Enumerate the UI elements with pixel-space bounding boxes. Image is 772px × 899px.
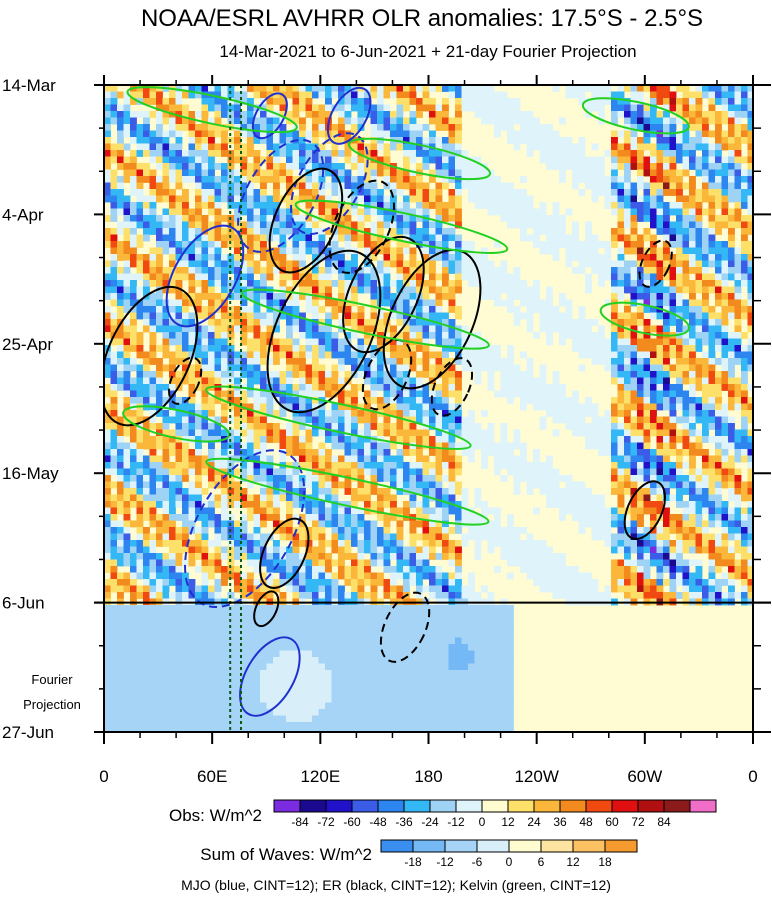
kelvin-contour [347, 137, 492, 181]
obs-colorbar-label: 72 [631, 815, 645, 829]
chart-subtitle: 14-Mar-2021 to 6-Jun-2021 + 21-day Fouri… [219, 42, 636, 61]
er-contour [342, 235, 425, 354]
obs-colorbar-swatch [585, 799, 613, 813]
olr-anomaly-field [104, 85, 753, 732]
obs-colorbar-label: -12 [447, 815, 465, 829]
y-tick-label: 25-Apr [2, 335, 53, 354]
obs-colorbar-swatch [611, 799, 639, 813]
obs-colorbar-swatch [507, 799, 535, 813]
obs-colorbar-label: -60 [343, 815, 361, 829]
kelvin-contour [581, 97, 690, 135]
obs-colorbar-label: 48 [579, 815, 593, 829]
kelvin-contour [599, 301, 691, 337]
obs-colorbar: -84 -72 -60 -48 -36 -24 -12 0 12 24 36 48 60 72 84 [273, 799, 717, 829]
waves-colorbar-label: 0 [506, 855, 513, 869]
obs-colorbar-label: -24 [421, 815, 439, 829]
kelvin-contour [294, 199, 509, 254]
obs-colorbar-label: 60 [605, 815, 619, 829]
waves-colorbar-label: 18 [598, 855, 612, 869]
axes: 0 60E 120E 180 120W 60W 0 14-Mar 4-Apr 25-Apr 16-M… [2, 75, 771, 786]
obs-colorbar-label: -84 [291, 815, 309, 829]
footnote: MJO (blue, CINT=12); ER (black, CINT=12)… [181, 877, 611, 893]
mjo-contour [251, 92, 288, 140]
waves-colorbar-swatch [412, 839, 446, 853]
er-contour [268, 167, 344, 274]
mjo-contour [326, 86, 372, 145]
y-tick-label: 4-Apr [2, 205, 44, 224]
waves-colorbar-swatch [572, 839, 606, 853]
waves-colorbar-swatch [476, 839, 510, 853]
obs-colorbar-label: -48 [369, 815, 387, 829]
waves-colorbar: -18 -12 -6 0 6 12 18 [380, 839, 638, 869]
obs-colorbar-label: 84 [657, 815, 671, 829]
obs-colorbar-swatch [377, 799, 405, 813]
obs-colorbar-label: 0 [479, 815, 486, 829]
obs-colorbar-swatch [637, 799, 665, 813]
x-tick-label: 180 [414, 767, 442, 786]
er-contour [104, 285, 199, 427]
mjo-contour [165, 224, 245, 328]
mjo-contour [237, 138, 325, 253]
x-tick-label: 0 [748, 767, 757, 786]
plot-area [104, 85, 753, 732]
obs-colorbar-swatch [559, 799, 587, 813]
waves-colorbar-swatch [604, 839, 638, 853]
waves-colorbar-label: 12 [566, 855, 580, 869]
projection-label-line2: Projection [23, 697, 81, 712]
kelvin-contour [205, 385, 472, 450]
waves-colorbar-label: -18 [404, 855, 422, 869]
kelvin-contour [240, 288, 490, 350]
x-tick-label: 60W [627, 767, 662, 786]
y-tick-label: 16-May [2, 464, 59, 483]
obs-colorbar-swatch [689, 799, 717, 813]
obs-colorbar-swatch [455, 799, 483, 813]
obs-colorbar-label: -36 [395, 815, 413, 829]
obs-colorbar-label: 36 [553, 815, 567, 829]
er-contour [379, 591, 431, 663]
waves-colorbar-title: Sum of Waves: W/m^2 [200, 845, 372, 864]
waves-colorbar-label: 6 [538, 855, 545, 869]
mjo-contour [290, 132, 369, 235]
y-tick-label: 27-Jun [2, 723, 54, 742]
obs-colorbar-swatch [533, 799, 561, 813]
x-tick-label: 60E [197, 767, 227, 786]
waves-colorbar-swatch [508, 839, 542, 853]
obs-colorbar-label: 24 [527, 815, 541, 829]
waves-colorbar-swatch [380, 839, 414, 853]
obs-colorbar-label: -72 [317, 815, 335, 829]
x-tick-label: 120W [514, 767, 558, 786]
er-contour [168, 356, 203, 405]
obs-colorbar-swatch [325, 799, 353, 813]
er-contour [253, 590, 280, 628]
y-tick-label: 14-Mar [2, 76, 56, 95]
waves-colorbar-swatch [444, 839, 478, 853]
obs-colorbar-swatch [403, 799, 431, 813]
obs-colorbar-title: Obs: W/m^2 [169, 806, 262, 825]
kelvin-contour [205, 457, 490, 526]
waves-colorbar-label: -6 [472, 855, 483, 869]
obs-colorbar-swatch [299, 799, 327, 813]
wave-contours [104, 86, 691, 717]
obs-colorbar-swatch [663, 799, 691, 813]
obs-colorbar-swatch [351, 799, 379, 813]
waves-colorbar-swatch [540, 839, 574, 853]
obs-colorbar-swatch [481, 799, 509, 813]
er-contour [259, 517, 310, 589]
waves-colorbar-label: -12 [436, 855, 454, 869]
er-contour [638, 239, 673, 288]
obs-colorbar-label: 12 [501, 815, 515, 829]
obs-colorbar-swatch [273, 799, 301, 813]
obs-colorbar-swatch [429, 799, 457, 813]
kelvin-contour [126, 86, 298, 134]
projection-label-line1: Fourier [31, 672, 73, 687]
kelvin-contour [122, 405, 231, 443]
er-contour [623, 480, 666, 540]
x-tick-label: 120E [300, 767, 340, 786]
x-tick-label: 0 [99, 767, 108, 786]
chart-title: NOAA/ESRL AVHRR OLR anomalies: 17.5°S - … [141, 5, 703, 32]
mjo-contour [239, 636, 301, 717]
y-tick-label: 6-Jun [2, 594, 45, 613]
